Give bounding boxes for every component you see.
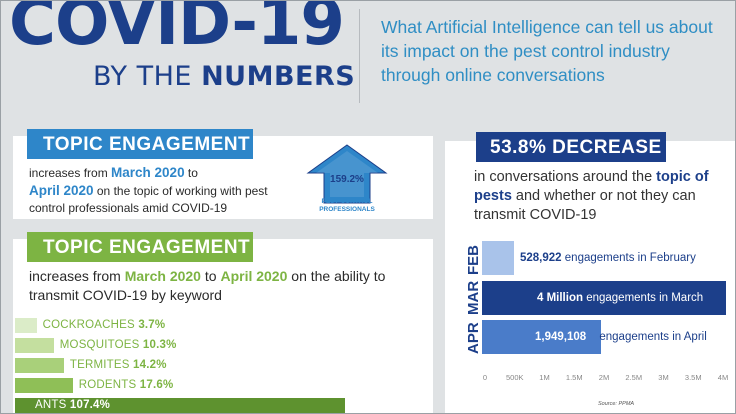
engagement-text-part: on the topic of working with pest contro…	[29, 184, 268, 215]
source-note: Source: PPMA	[598, 401, 635, 407]
keyword-label: COCKROACHES 3.7%	[43, 318, 166, 333]
keyword-label: TERMITES 14.2%	[70, 358, 167, 373]
month-bar	[482, 241, 515, 275]
keyword-name: COCKROACHES	[42, 319, 139, 331]
arrow-caption: PEST CONTROL PROFESSIONALS	[319, 198, 375, 213]
month-value-label: 1,949,108 engagements in April	[535, 330, 707, 344]
engagement-tag: TOPIC ENGAGEMENT	[27, 129, 253, 159]
keyword-text-part: increases from	[29, 268, 125, 284]
decrease-text-part: and whether or not they can transmit COV…	[474, 188, 696, 223]
page-title: COVID-19	[9, 0, 345, 60]
keyword-value: 3.7%	[138, 319, 166, 331]
keyword-name: ANTS	[35, 399, 70, 411]
month-value-suffix: engagements in March	[583, 292, 704, 304]
x-tick-label: 4M	[717, 373, 729, 382]
x-tick-label: 0	[482, 373, 488, 382]
month-value: 528,922	[520, 252, 562, 264]
keyword-text: increases from March 2020 to April 2020 …	[29, 267, 429, 305]
keyword-bar	[15, 378, 73, 393]
engagement-month-from: March 2020	[111, 165, 185, 180]
subtitle-bold: NUMBERS	[201, 61, 356, 92]
keyword-tag: TOPIC ENGAGEMENT	[27, 232, 253, 262]
month-value-suffix: engagements in April	[596, 331, 707, 343]
month-value: 4 Million	[537, 292, 583, 304]
x-tick-label: 1M	[539, 373, 550, 382]
up-arrow-icon	[306, 144, 388, 204]
x-tick-label: 3M	[658, 373, 669, 382]
keyword-name: RODENTS	[78, 379, 140, 391]
keyword-value: 14.2%	[133, 359, 167, 371]
header-tagline: What Artificial Intelligence can tell us…	[381, 17, 713, 85]
x-tick-label: 500K	[505, 373, 524, 382]
decrease-card	[445, 141, 735, 413]
arrow-value: 159.2%	[330, 174, 364, 185]
keyword-card	[13, 239, 433, 413]
keyword-text-part: on the ability to transmit COVID-19 by k…	[29, 268, 386, 303]
month-value-suffix: engagements in February	[561, 252, 696, 264]
month-value-label: 528,922 engagements in February	[520, 251, 696, 265]
month-bar	[482, 320, 601, 354]
keyword-label: RODENTS 17.6%	[79, 378, 174, 393]
x-tick-label: 2M	[598, 373, 610, 382]
x-tick-label: 1.5M	[565, 373, 583, 382]
keyword-text-part: to	[200, 268, 221, 284]
keyword-bar	[15, 338, 54, 353]
decrease-text: in conversations around the topic of pes…	[474, 168, 735, 225]
decrease-tag: 53.8% DECREASE	[476, 132, 666, 162]
keyword-name: TERMITES	[69, 359, 134, 371]
page-subtitle: BY THE NUMBERS	[93, 63, 355, 90]
month-label: MAR	[465, 280, 482, 315]
keyword-value: 107.4%	[69, 399, 111, 411]
month-label: APR	[465, 322, 482, 354]
month-value-label: 4 Million engagements in March	[537, 291, 703, 305]
keyword-value: 10.3%	[142, 339, 177, 351]
subtitle-prefix: BY THE	[93, 61, 192, 92]
decrease-text-part: in conversations around the	[474, 169, 657, 185]
x-tick-label: 2.5M	[625, 373, 643, 382]
keyword-label: MOSQUITOES 10.3%	[60, 338, 177, 353]
engagement-text-part: increases from	[29, 166, 112, 180]
month-label: FEB	[465, 245, 482, 275]
keyword-label: ANTS 107.4%	[35, 398, 110, 413]
keyword-bar	[15, 358, 64, 373]
engagement-month-to: April 2020	[29, 183, 94, 198]
keyword-name: MOSQUITOES	[59, 339, 143, 351]
header-divider	[359, 9, 360, 103]
month-value: 1,949,108	[535, 331, 587, 343]
keyword-value: 17.6%	[139, 379, 174, 391]
x-tick-label: 3.5M	[684, 373, 702, 382]
keyword-bar	[15, 318, 37, 333]
keyword-bar	[15, 398, 345, 413]
keyword-month-to: April 2020	[220, 268, 288, 284]
decrease-topic: topic of pests	[474, 169, 709, 204]
keyword-month-from: March 2020	[124, 268, 201, 284]
engagement-text-part: to	[184, 166, 198, 180]
month-bar	[482, 281, 726, 315]
engagement-text: increases from March 2020 to April 2020 …	[29, 164, 299, 217]
